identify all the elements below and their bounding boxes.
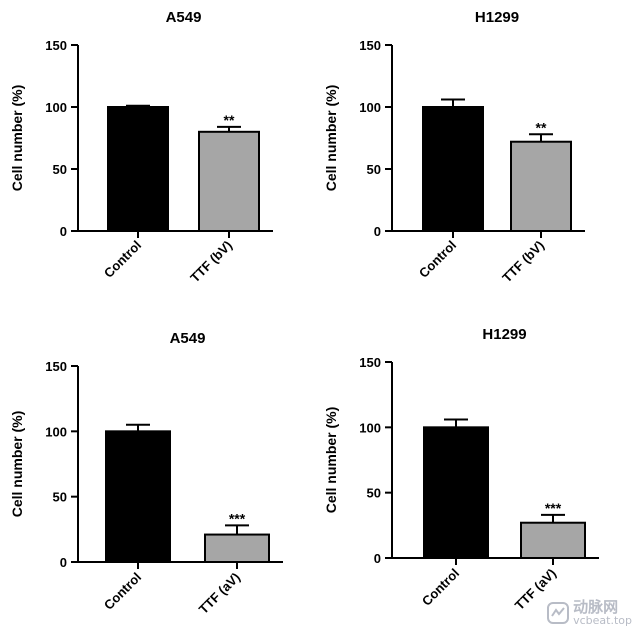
category-label: Control <box>419 566 462 609</box>
y-tick-label: 100 <box>45 100 67 115</box>
y-tick-label: 0 <box>374 224 381 239</box>
bar-Control <box>423 426 489 560</box>
y-axis-label: Cell number (%) <box>323 85 339 192</box>
y-tick-label: 100 <box>359 100 381 115</box>
bar-TTF (aV) <box>520 521 586 559</box>
chart-title: H1299 <box>475 9 519 26</box>
category-label: TTF (bV) <box>187 238 235 286</box>
category-label: Control <box>101 570 144 613</box>
category-label: TTF (aV) <box>196 570 243 617</box>
y-tick-label: 50 <box>53 490 67 505</box>
y-tick-label: 0 <box>374 551 381 566</box>
chart-title: A549 <box>170 330 206 347</box>
y-tick-label: 0 <box>60 555 67 570</box>
watermark-logo-icon <box>547 602 570 624</box>
y-tick-label: 100 <box>45 424 67 439</box>
significance-label: ** <box>224 112 235 128</box>
chart-title: H1299 <box>482 326 526 343</box>
significance-label: ** <box>536 119 547 135</box>
category-label: Control <box>101 238 144 281</box>
chart-title: A549 <box>166 9 202 26</box>
y-tick-label: 150 <box>359 355 381 370</box>
bar-Control <box>107 106 169 232</box>
watermark-url: vcbeat.top <box>573 614 632 627</box>
bar-TTF (aV) <box>204 533 270 563</box>
category-label: TTF (bV) <box>499 238 547 286</box>
watermark: 动脉网 vcbeat.top <box>547 600 632 626</box>
chart-panel-2: H1299 Cell number (%) 0 50 100 150 Control ** TT… <box>323 9 585 285</box>
y-tick-label: 150 <box>45 359 67 374</box>
bar-Control <box>105 430 171 564</box>
bar-TTF (bV) <box>510 140 572 232</box>
y-tick-label: 100 <box>359 420 381 435</box>
y-tick-label: 50 <box>367 486 381 501</box>
y-tick-label: 50 <box>367 162 381 177</box>
y-tick-label: 150 <box>45 38 67 53</box>
significance-label: *** <box>545 500 562 516</box>
y-axis-label: Cell number (%) <box>9 85 25 192</box>
category-label: Control <box>416 238 459 281</box>
y-tick-label: 150 <box>359 38 381 53</box>
bar-TTF (bV) <box>198 130 260 232</box>
y-axis-label: Cell number (%) <box>9 411 25 518</box>
y-axis-label: Cell number (%) <box>323 407 339 514</box>
watermark-name: 动脉网 <box>573 598 619 616</box>
y-tick-label: 0 <box>60 224 67 239</box>
bar-Control <box>422 106 484 232</box>
chart-panel-3: A549 Cell number (%) 0 50 100 150 Control *** TT… <box>9 330 283 617</box>
significance-label: *** <box>229 510 246 526</box>
y-tick-label: 50 <box>53 162 67 177</box>
chart-panel-1: A549 Cell number (%) 0 50 100 150 Control ** TTF… <box>9 9 273 285</box>
